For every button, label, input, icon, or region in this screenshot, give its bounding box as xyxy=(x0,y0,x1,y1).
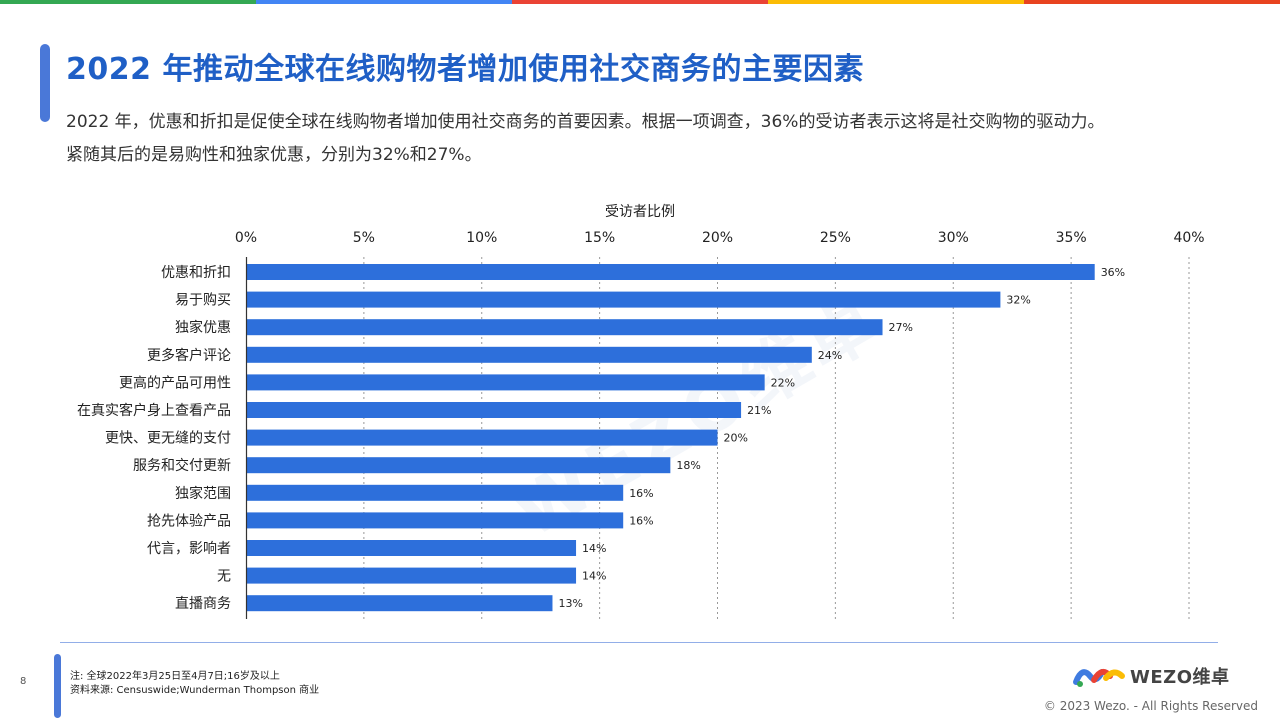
bar-chart: 受访者比例 0% 5% 10% 15% 20% 25% 30% 35% 40% 优惠和折扣 36%… xyxy=(77,204,1205,619)
title-accent-bar xyxy=(40,44,50,122)
value-label: 18% xyxy=(676,459,700,472)
category-label: 易于购买 xyxy=(175,293,231,309)
x-tick-label: 20% xyxy=(702,230,733,246)
category-label: 代言，影响者 xyxy=(147,541,231,557)
category-label: 直播商务 xyxy=(175,595,231,612)
page-title: 2022 年推动全球在线购物者增加使用社交商务的主要因素 xyxy=(66,52,864,87)
x-tick-label: 30% xyxy=(938,230,969,246)
value-label: 21% xyxy=(747,404,771,417)
bar xyxy=(247,457,671,474)
bar xyxy=(247,402,742,418)
x-tick-label: 5% xyxy=(353,230,375,246)
x-axis-label: 受访者比例 xyxy=(605,204,675,220)
category-label: 更快、更无缝的支付 xyxy=(105,431,231,447)
category-label: 优惠和折扣 xyxy=(161,265,231,281)
value-label: 27% xyxy=(889,321,913,334)
top-bar-segment-4 xyxy=(768,0,1024,4)
bar xyxy=(247,567,577,584)
footer-divider xyxy=(60,642,1218,643)
value-label: 24% xyxy=(818,349,842,362)
page-number: 8 xyxy=(20,676,27,687)
bar xyxy=(247,484,624,501)
value-label: 36% xyxy=(1101,266,1125,279)
category-label: 在真实客户身上查看产品 xyxy=(77,402,231,419)
footnote-source: 资料来源: Censuswide;Wunderman Thompson 商业 xyxy=(70,685,320,696)
x-tick-label: 35% xyxy=(1056,230,1087,246)
x-tick-label: 10% xyxy=(466,230,497,246)
bar xyxy=(247,346,812,363)
notes-accent-bar xyxy=(54,654,61,718)
bar xyxy=(247,429,718,446)
value-label: 22% xyxy=(771,376,795,389)
bar xyxy=(247,319,883,336)
value-label: 20% xyxy=(724,432,748,445)
x-tick-labels: 0% 5% 10% 15% 20% 25% 30% 35% 40% xyxy=(235,230,1205,246)
top-bar-segment-2 xyxy=(256,0,512,4)
value-label: 16% xyxy=(629,487,653,500)
top-bar-segment-1 xyxy=(0,0,256,4)
bar xyxy=(247,595,553,612)
category-label: 抢先体验产品 xyxy=(147,512,231,529)
page-subtitle: 2022 年，优惠和折扣是促使全球在线购物者增加使用社交商务的首要因素。根据一项… xyxy=(66,112,1105,165)
copyright-text: © 2023 Wezo. - All Rights Reserved xyxy=(1043,699,1258,713)
category-label: 无 xyxy=(217,569,231,585)
footnote-note: 注: 全球2022年3月25日至4月7日;16岁及以上 xyxy=(70,671,280,682)
category-label: 独家范围 xyxy=(175,485,231,502)
footnotes: 注: 全球2022年3月25日至4月7日;16岁及以上 资料来源: Census… xyxy=(70,670,319,698)
value-label: 13% xyxy=(558,597,582,610)
value-label: 16% xyxy=(629,514,653,527)
bar xyxy=(247,374,765,391)
x-tick-label: 25% xyxy=(820,230,851,246)
value-label: 14% xyxy=(582,570,606,583)
value-label: 14% xyxy=(582,542,606,555)
bar xyxy=(247,291,1001,308)
top-color-bar xyxy=(0,0,1280,4)
company-logo: WEZO维卓 xyxy=(1072,662,1230,690)
logo-icon xyxy=(1073,668,1125,687)
x-tick-label: 0% xyxy=(235,230,257,246)
bars: 优惠和折扣 36% 易于购买 32% 独家优惠 27% 更多客户评论 24% 更高的产品可用性 2… xyxy=(77,264,1125,612)
x-tick-label: 15% xyxy=(584,230,615,246)
top-bar-segment-5 xyxy=(1024,0,1280,4)
top-bar-segment-3 xyxy=(512,0,768,4)
category-label: 更高的产品可用性 xyxy=(119,374,231,391)
bar xyxy=(247,512,624,529)
category-label: 更多客户评论 xyxy=(147,347,231,364)
logo-text: WEZO维卓 xyxy=(1130,667,1230,688)
category-label: 服务和交付更新 xyxy=(133,457,231,474)
category-label: 独家优惠 xyxy=(175,319,231,336)
x-tick-label: 40% xyxy=(1173,230,1204,246)
bar xyxy=(247,540,577,556)
value-label: 32% xyxy=(1006,294,1030,307)
bar xyxy=(247,264,1095,280)
